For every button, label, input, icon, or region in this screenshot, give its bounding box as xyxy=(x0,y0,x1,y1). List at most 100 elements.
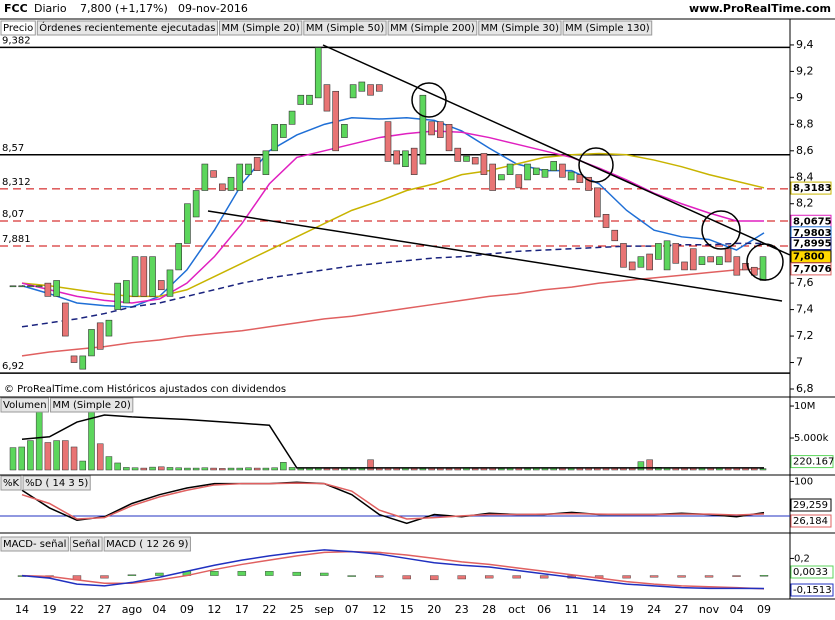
volume-bar xyxy=(759,468,767,471)
candle xyxy=(210,170,217,178)
candle xyxy=(646,253,653,271)
x-tick-label: 19 xyxy=(42,603,56,616)
legend-label: Precio xyxy=(3,23,33,34)
volume-bar xyxy=(210,467,217,471)
x-tick-label: 04 xyxy=(152,603,166,616)
annotations xyxy=(207,44,791,302)
candle xyxy=(637,256,645,268)
volume-bar xyxy=(236,467,243,471)
volume-bar xyxy=(149,466,156,471)
candle xyxy=(489,163,496,191)
candle xyxy=(716,256,723,265)
candle xyxy=(672,243,680,264)
candle xyxy=(219,183,226,191)
candle xyxy=(96,322,104,350)
legend-label: MM (Simple 20) xyxy=(53,400,131,411)
y-tick-label: 9,4 xyxy=(796,38,814,51)
legend-label: Volumen xyxy=(3,400,47,411)
y-tick-label: 5.000k xyxy=(794,433,829,444)
candle xyxy=(541,169,549,178)
volume-bar xyxy=(158,466,165,471)
histogram-bar xyxy=(677,575,686,578)
candle xyxy=(123,280,130,304)
volume-bar xyxy=(44,442,52,471)
candle xyxy=(750,266,758,276)
x-tick-label: nov xyxy=(699,603,720,616)
candle xyxy=(18,285,26,288)
histogram-bar xyxy=(127,574,137,576)
y-tick-label: 9,2 xyxy=(796,64,814,77)
x-tick-label: 04 xyxy=(730,603,744,616)
last-label-box xyxy=(790,262,832,276)
level-label: 6,92 xyxy=(2,361,24,372)
last-label-box xyxy=(790,455,834,469)
candle xyxy=(498,174,505,181)
period: Diario xyxy=(34,2,67,15)
histogram-bar xyxy=(100,575,109,579)
last-price: 7,800 (+1,17%) xyxy=(80,2,168,15)
candle xyxy=(358,81,366,92)
candle xyxy=(70,355,78,363)
candle xyxy=(149,256,156,297)
candle xyxy=(454,147,462,162)
last-label-box xyxy=(790,514,832,528)
x-tick-label: 25 xyxy=(290,603,304,616)
x-tick-label: ago xyxy=(122,603,143,616)
volume-bar xyxy=(70,446,78,471)
legend-label: MM (Simple 130) xyxy=(565,23,650,34)
histogram-bar xyxy=(704,575,714,578)
last-label-box xyxy=(790,565,834,579)
candle xyxy=(620,243,627,268)
candle xyxy=(585,176,592,191)
candle xyxy=(402,150,409,167)
x-tick-label: 14 xyxy=(592,603,606,616)
candle xyxy=(611,229,619,242)
x-tick-label: 07 xyxy=(345,603,359,616)
candle xyxy=(707,256,714,263)
candle xyxy=(184,203,191,244)
histogram-bar xyxy=(539,575,549,579)
series-line xyxy=(21,549,765,590)
histogram-bar xyxy=(512,575,521,579)
y-tick-label: 100 xyxy=(794,476,813,487)
last-label: 0,0033 xyxy=(793,567,828,578)
volume-bar xyxy=(227,467,235,471)
candle xyxy=(480,153,488,175)
series-line xyxy=(21,482,765,520)
candle xyxy=(297,94,305,105)
volume-bar xyxy=(219,468,226,471)
volume-bar xyxy=(192,467,200,471)
histogram-bar xyxy=(622,575,631,579)
candle xyxy=(201,163,209,191)
histogram-bar xyxy=(375,575,384,578)
candle xyxy=(419,94,427,165)
candle xyxy=(262,150,270,175)
histogram-bar xyxy=(430,575,439,581)
series-line xyxy=(21,130,764,304)
candle xyxy=(524,163,531,181)
candle xyxy=(559,163,566,178)
volume-bar xyxy=(131,467,139,471)
candle xyxy=(253,157,261,171)
volume-bar xyxy=(288,467,296,471)
last-label: 8,0675 xyxy=(793,216,832,227)
level-label: 7,881 xyxy=(2,234,31,245)
candle xyxy=(236,163,244,191)
legend-box xyxy=(50,397,134,413)
candle xyxy=(44,282,52,297)
candle xyxy=(733,256,741,276)
legend-label: Señal xyxy=(72,539,100,550)
histogram-bar xyxy=(649,575,659,578)
y-tick-label: 10M xyxy=(794,401,815,412)
y-tick-label: 8,8 xyxy=(796,117,814,130)
y-tick-label: 9 xyxy=(796,91,803,104)
candle xyxy=(410,147,418,175)
candle xyxy=(506,163,514,175)
histogram-bar xyxy=(347,575,356,577)
x-tick-label: 12 xyxy=(372,603,386,616)
candle xyxy=(9,285,17,288)
symbol: FCC xyxy=(4,2,28,15)
x-tick-label: 09 xyxy=(180,603,194,616)
candle xyxy=(175,243,182,271)
series-line xyxy=(21,550,765,590)
